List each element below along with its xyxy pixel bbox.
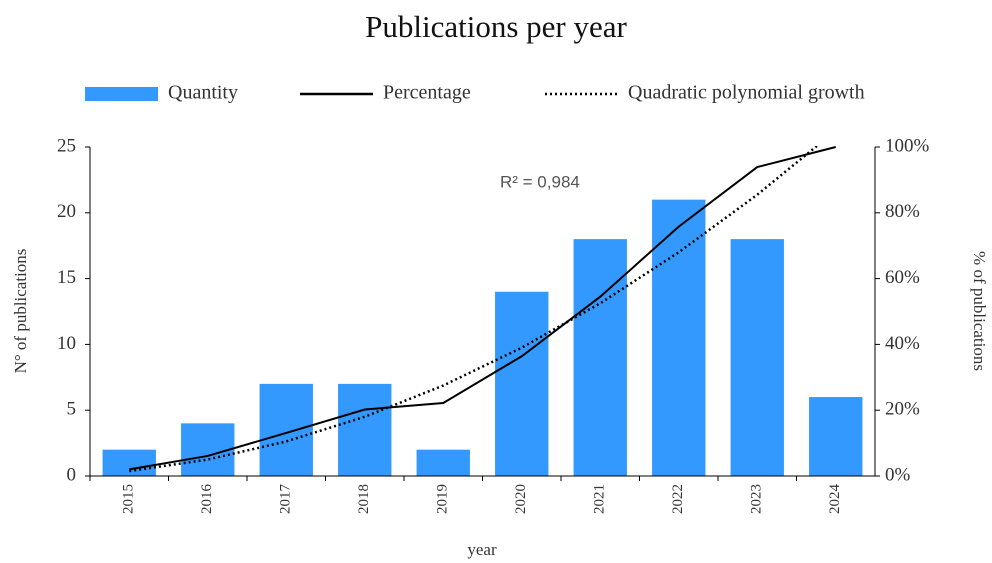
x-tick-label: 2016	[199, 484, 215, 515]
legend-label: Percentage	[383, 82, 471, 104]
bar	[495, 291, 549, 476]
bar	[338, 383, 392, 476]
y-tick-label: 0	[67, 464, 77, 485]
x-tick-label: 2018	[356, 484, 372, 514]
y2-tick-label: 0%	[885, 464, 911, 485]
line	[129, 146, 836, 471]
bar	[102, 449, 156, 476]
x-tick-label: 2015	[121, 484, 137, 514]
y-tick-label: 20	[57, 201, 76, 222]
y-tick-label: 15	[57, 267, 76, 288]
x-axis-label: year	[467, 540, 497, 559]
y2-axis-label: % of publications	[970, 251, 989, 371]
legend-swatch	[85, 87, 158, 101]
bar	[573, 239, 627, 476]
y2-tick-label: 100%	[885, 135, 930, 156]
bar	[652, 199, 706, 476]
y-tick-label: 10	[57, 333, 76, 354]
x-tick-label: 2024	[827, 484, 843, 515]
bar	[416, 449, 470, 476]
trend-line	[129, 146, 819, 473]
y2-tick-label: 80%	[885, 201, 920, 222]
x-tick-label: 2022	[670, 484, 686, 514]
y2-tick-label: 40%	[885, 333, 920, 354]
y-axis-label: N° of publications	[11, 249, 30, 374]
y-tick-label: 5	[67, 399, 77, 420]
y-tick-label: 25	[57, 135, 76, 156]
y2-tick-label: 20%	[885, 399, 920, 420]
x-tick-label: 2017	[278, 484, 294, 515]
bar	[809, 397, 863, 476]
legend-label: Quantity	[168, 82, 238, 104]
annotation: R² = 0,984	[500, 172, 580, 191]
y2-tick-label: 60%	[885, 267, 920, 288]
bar	[730, 239, 784, 476]
x-tick-label: 2021	[592, 484, 608, 514]
chart-title: Publications per year	[365, 9, 627, 44]
x-tick-label: 2019	[435, 484, 451, 514]
legend-label: Quadratic polynomial growth	[628, 82, 865, 104]
x-tick-label: 2023	[749, 484, 765, 514]
bar	[259, 383, 313, 476]
x-tick-label: 2020	[513, 484, 529, 514]
